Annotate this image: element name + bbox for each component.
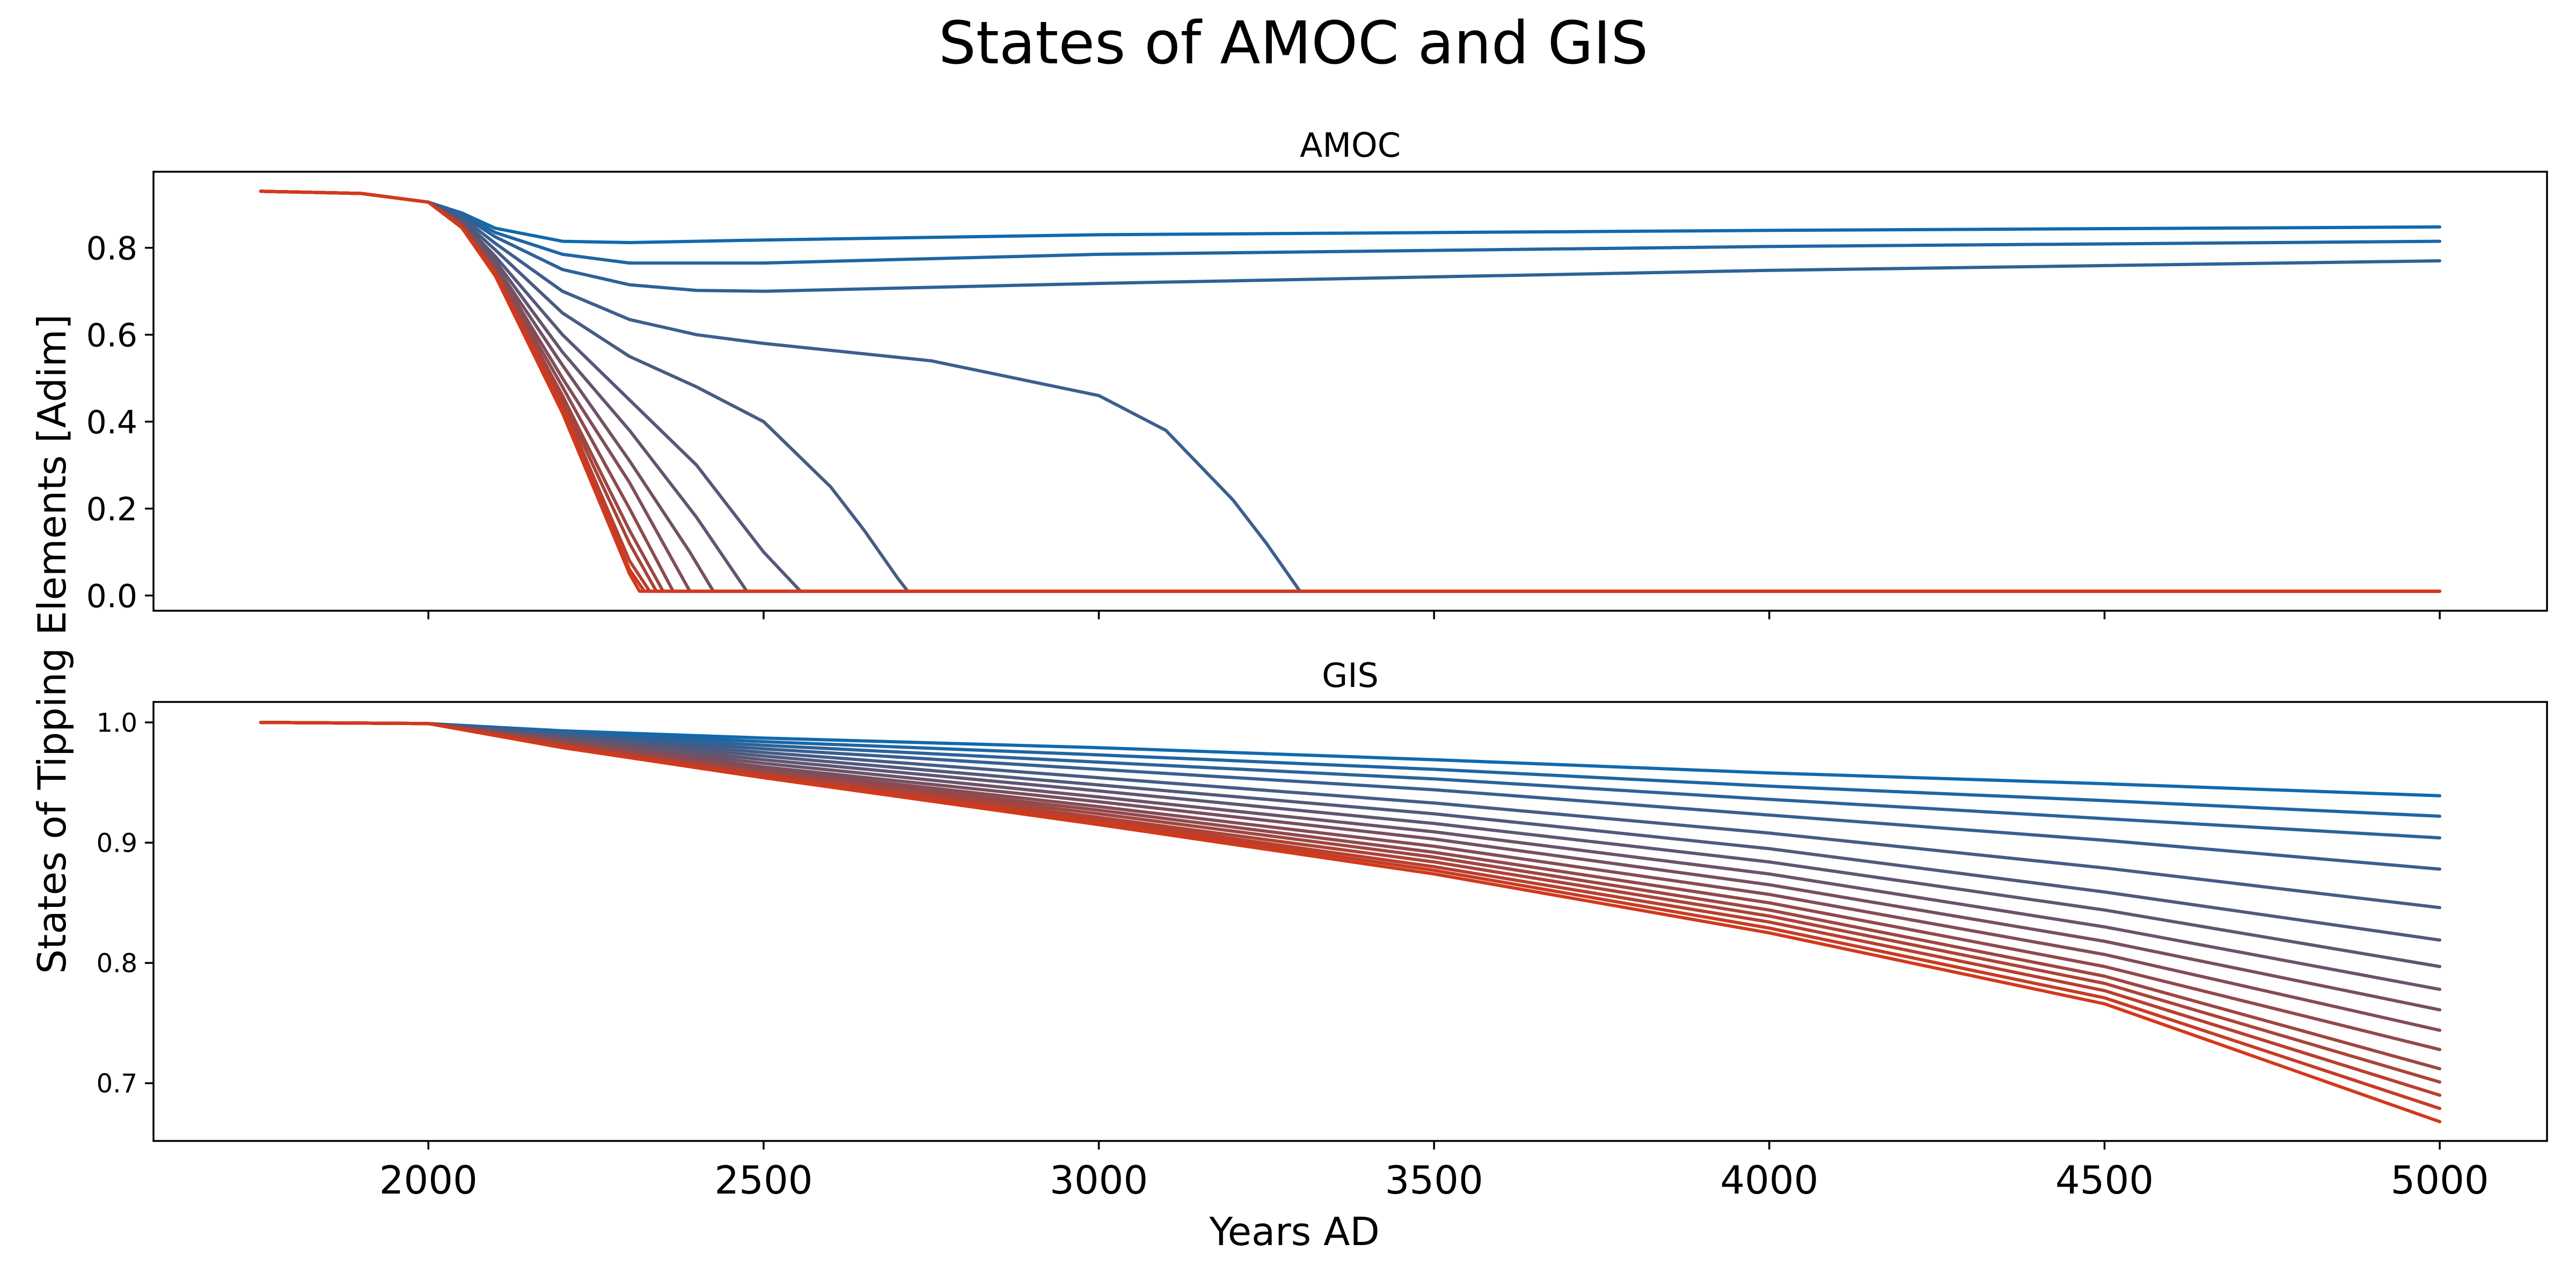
gis-xtick-label: 2000	[379, 1158, 478, 1203]
figure-title: States of AMOC and GIS	[939, 9, 1648, 77]
amoc-axes-frame	[152, 171, 2548, 612]
gis-ytick-label: 0.8	[97, 949, 137, 979]
amoc-ytick-label: 0.6	[86, 317, 137, 354]
gis-xtick-label: 2500	[714, 1158, 813, 1203]
amoc-series-line-1	[259, 189, 2442, 244]
gis-series-line-15	[259, 721, 2442, 1110]
gis-panel: GIS 0.7 0.8 0.9 1.0 2000 2500 3000 3500 4000 4500 5…	[97, 656, 2548, 1203]
amoc-series-line-15	[259, 189, 2442, 593]
gis-ytick-label: 0.9	[97, 828, 137, 858]
shared-y-axis-label: States of Tipping Elements [Adim]	[30, 314, 75, 974]
amoc-panel-title: AMOC	[1300, 126, 1401, 165]
amoc-ytick-label: 0.8	[86, 230, 137, 267]
amoc-ytick-label: 0.0	[86, 577, 137, 615]
gis-ytick-label: 0.7	[97, 1069, 137, 1099]
amoc-ytick-label: 0.4	[86, 404, 137, 441]
gis-xtick-label: 4000	[1720, 1158, 1818, 1203]
amoc-panel: AMOC 0.0 0.2 0.4 0.6 0.8	[86, 126, 2548, 619]
gis-series-group	[259, 721, 2442, 1124]
shared-x-axis-label: Years AD	[1209, 1209, 1380, 1254]
gis-axes-frame	[152, 701, 2548, 1142]
gis-xtick-label: 4500	[2055, 1158, 2154, 1203]
gis-series-line-10	[259, 721, 2442, 1032]
gis-series-line-16	[259, 721, 2442, 1124]
gis-ytick-label: 1.0	[97, 708, 137, 738]
gis-xtick-label: 3000	[1050, 1158, 1148, 1203]
gis-xtick-label: 3500	[1385, 1158, 1483, 1203]
gis-xtick-label: 5000	[2390, 1158, 2489, 1203]
amoc-series-group	[259, 189, 2442, 593]
gis-series-line-14	[259, 721, 2442, 1097]
gis-series-line-13	[259, 721, 2442, 1084]
gis-panel-title: GIS	[1322, 656, 1379, 695]
amoc-ytick-label: 0.2	[86, 491, 137, 528]
